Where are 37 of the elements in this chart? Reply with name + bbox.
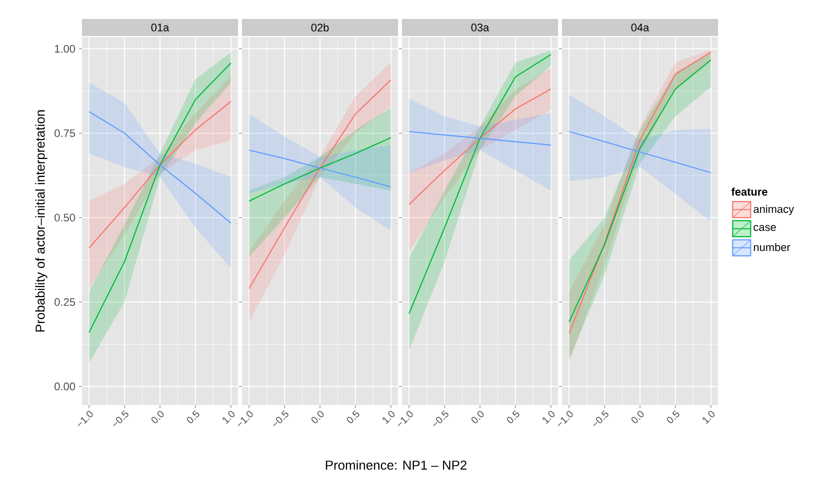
y-axis-title: Probability of actor–initial interpretation xyxy=(35,110,48,332)
line-series xyxy=(88,100,232,249)
x-tick-label: −1.0 xyxy=(78,410,93,426)
legend-label: number xyxy=(754,243,790,252)
x-tick-label: 0.5 xyxy=(186,410,200,424)
x-tick-label: 0.0 xyxy=(311,410,324,424)
x-tick-label: −1.0 xyxy=(558,410,573,426)
legend-label: case xyxy=(754,225,776,232)
x-tick-label: −0.5 xyxy=(593,410,608,426)
x-tick-label: 0.5 xyxy=(506,410,520,424)
x-tick-label: 0.0 xyxy=(471,410,484,424)
x-tick-label: 0.0 xyxy=(151,410,164,424)
y-tick-label: 0.75 xyxy=(54,129,76,138)
chart-title: 01a xyxy=(151,24,170,32)
x-tick-label: 0.5 xyxy=(346,410,360,424)
line-series xyxy=(88,111,232,224)
x-tick-label: −1.0 xyxy=(238,410,253,426)
chart-title: 04a xyxy=(631,24,650,32)
x-tick-label: 0.0 xyxy=(631,410,644,424)
y-tick-label: 1.00 xyxy=(54,44,76,53)
x-tick-label: 1.0 xyxy=(222,410,235,424)
chart-title: 03a xyxy=(471,24,490,32)
y-tick-label: 0.25 xyxy=(54,298,76,306)
x-tick-label: 1.0 xyxy=(702,410,715,424)
x-tick-label: 1.0 xyxy=(542,410,555,424)
x-axis-title: Prominence: NP1 – NP2 xyxy=(326,460,466,470)
chart-title: 02b xyxy=(311,23,329,32)
x-tick-label: −0.5 xyxy=(273,410,288,426)
x-tick-label: 0.5 xyxy=(666,410,680,424)
x-tick-label: −0.5 xyxy=(433,410,448,426)
y-tick-label: 0.00 xyxy=(54,382,76,390)
x-tick-label: −0.5 xyxy=(113,410,128,426)
y-tick-label: 0.50 xyxy=(54,214,76,222)
legend-label: animacy xyxy=(754,204,794,216)
x-tick-label: −1.0 xyxy=(398,410,413,426)
x-tick-label: 1.0 xyxy=(382,410,395,424)
legend-title: feature xyxy=(731,188,768,196)
